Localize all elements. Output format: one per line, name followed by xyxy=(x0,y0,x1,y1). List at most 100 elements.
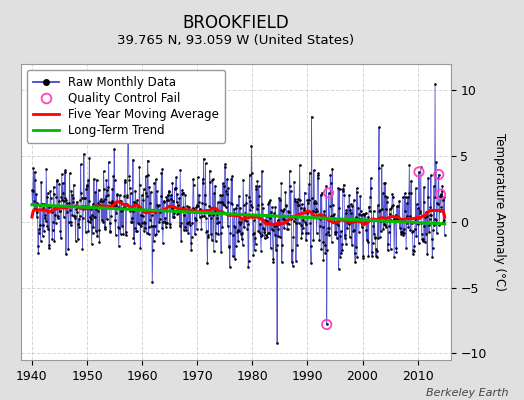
Point xyxy=(165,189,173,196)
Point xyxy=(51,204,59,211)
Point xyxy=(213,210,221,217)
Point xyxy=(132,228,140,235)
Point xyxy=(275,194,283,201)
Point xyxy=(419,238,427,244)
Point xyxy=(111,177,119,183)
Point xyxy=(322,321,331,328)
Point xyxy=(313,208,321,215)
Point xyxy=(223,176,231,182)
Point xyxy=(137,212,145,218)
Point xyxy=(188,234,196,240)
Point xyxy=(236,204,244,211)
Point xyxy=(163,196,171,203)
Point xyxy=(75,212,84,219)
Point xyxy=(422,230,430,237)
Point xyxy=(363,238,372,245)
Point xyxy=(53,214,62,221)
Point xyxy=(156,207,165,214)
Point xyxy=(380,180,388,186)
Point xyxy=(348,217,357,223)
Point xyxy=(285,167,293,174)
Point xyxy=(142,190,150,196)
Point xyxy=(103,187,112,193)
Point xyxy=(73,202,81,209)
Point xyxy=(419,198,428,205)
Point xyxy=(209,176,217,182)
Point xyxy=(203,260,212,267)
Point xyxy=(363,218,372,224)
Point xyxy=(70,213,79,220)
Point xyxy=(278,242,286,248)
Point xyxy=(408,228,416,235)
Point xyxy=(365,204,373,210)
Point xyxy=(257,248,265,254)
Point xyxy=(343,225,352,232)
Point xyxy=(393,216,401,222)
Point xyxy=(191,231,199,237)
Point xyxy=(50,190,58,197)
Point xyxy=(93,232,101,239)
Point xyxy=(335,186,344,192)
Point xyxy=(57,193,66,200)
Point xyxy=(139,197,147,204)
Point xyxy=(232,242,240,249)
Point xyxy=(110,146,118,152)
Point xyxy=(234,219,243,226)
Point xyxy=(114,224,123,230)
Point xyxy=(389,216,398,222)
Point xyxy=(378,162,386,168)
Point xyxy=(121,176,129,183)
Point xyxy=(67,222,75,228)
Point xyxy=(84,228,93,234)
Point xyxy=(43,223,51,230)
Point xyxy=(434,175,442,182)
Point xyxy=(131,187,139,194)
Point xyxy=(290,178,298,185)
Point xyxy=(145,224,153,230)
Point xyxy=(436,191,445,198)
Point xyxy=(342,241,350,247)
Point xyxy=(403,200,411,206)
Point xyxy=(256,230,264,236)
Point xyxy=(276,234,285,240)
Point xyxy=(310,167,318,174)
Point xyxy=(233,202,241,208)
Point xyxy=(211,208,219,214)
Point xyxy=(78,245,86,252)
Point xyxy=(385,222,394,229)
Point xyxy=(166,221,174,228)
Point xyxy=(190,209,199,215)
Point xyxy=(374,234,383,241)
Point xyxy=(99,219,107,225)
Point xyxy=(367,175,375,182)
Point xyxy=(210,190,219,196)
Point xyxy=(198,200,206,206)
Point xyxy=(196,208,205,214)
Point xyxy=(309,237,318,244)
Point xyxy=(322,231,330,238)
Point xyxy=(219,224,227,230)
Point xyxy=(254,202,262,208)
Point xyxy=(259,224,268,231)
Point xyxy=(227,176,235,182)
Point xyxy=(245,194,253,200)
Point xyxy=(193,202,201,208)
Point xyxy=(307,243,315,249)
Point xyxy=(348,242,356,248)
Point xyxy=(403,212,412,219)
Point xyxy=(54,198,63,204)
Point xyxy=(275,221,283,227)
Point xyxy=(207,230,215,237)
Point xyxy=(136,244,145,251)
Point xyxy=(248,170,256,176)
Point xyxy=(55,180,63,187)
Point xyxy=(144,157,152,164)
Point xyxy=(245,171,254,178)
Point xyxy=(383,194,391,200)
Point xyxy=(58,196,67,203)
Point xyxy=(425,229,433,235)
Point xyxy=(36,222,45,228)
Point xyxy=(348,203,357,209)
Point xyxy=(293,196,302,202)
Point xyxy=(195,192,203,198)
